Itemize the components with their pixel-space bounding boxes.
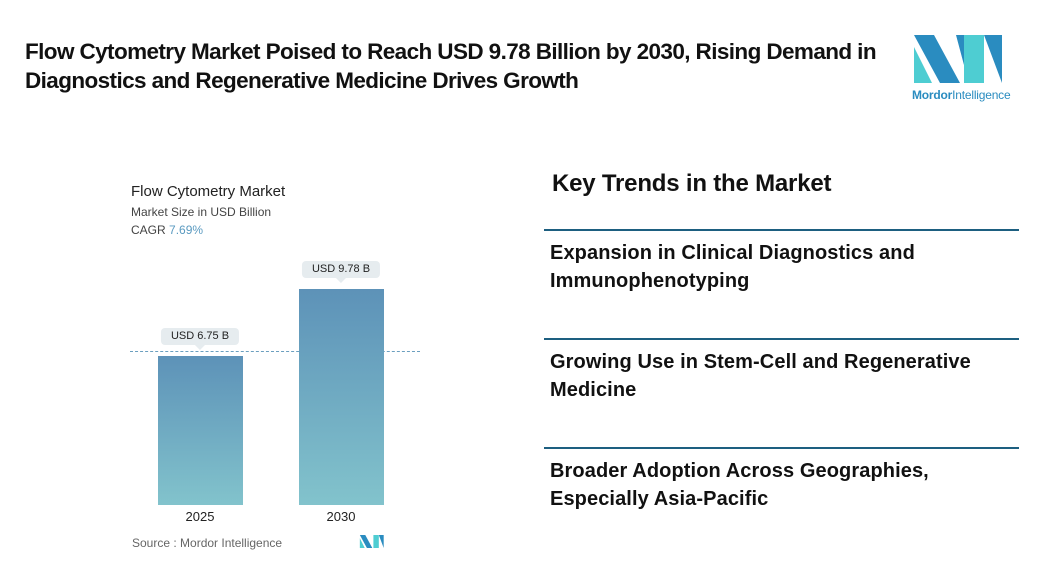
logo-mark-icon [914,35,1002,83]
bar-chart: USD 6.75 B USD 9.78 B 2025 2030 [130,255,420,524]
trend-item: Broader Adoption Across Geographies, Esp… [544,447,1019,513]
mini-logo-icon [359,535,384,553]
cagr: CAGR 7.69% [131,223,204,237]
page-title: Flow Cytometry Market Poised to Reach US… [25,39,877,93]
mordor-intelligence-logo: MordorIntelligence [912,35,1012,102]
chart-header: Flow Cytometry Market Market Size in USD… [131,183,285,237]
trend-item: Expansion in Clinical Diagnostics and Im… [544,229,1019,295]
bar-2030 [299,289,384,505]
bar-2025 [158,356,243,505]
chart-subtitle: Market Size in USD Billion [131,205,272,219]
trend-item: Growing Use in Stem-Cell and Regenerativ… [544,338,1019,404]
cagr-value: 7.69% [169,223,204,237]
bar-label-2030: USD 9.78 B [301,261,381,283]
logo-text: MordorIntelligence [912,88,1011,102]
chart-title: Flow Cytometry Market [131,183,286,200]
source-note: Source : Mordor Intelligence [132,536,283,550]
key-trends-panel: Key Trends in the Market Expansion in Cl… [544,170,1019,510]
reference-line [130,351,420,352]
bar-label-2025: USD 6.75 B [160,328,240,350]
x-label-2030: 2030 [326,509,356,524]
trends-title: Key Trends in the Market [552,170,832,197]
x-label-2025: 2025 [185,509,215,524]
